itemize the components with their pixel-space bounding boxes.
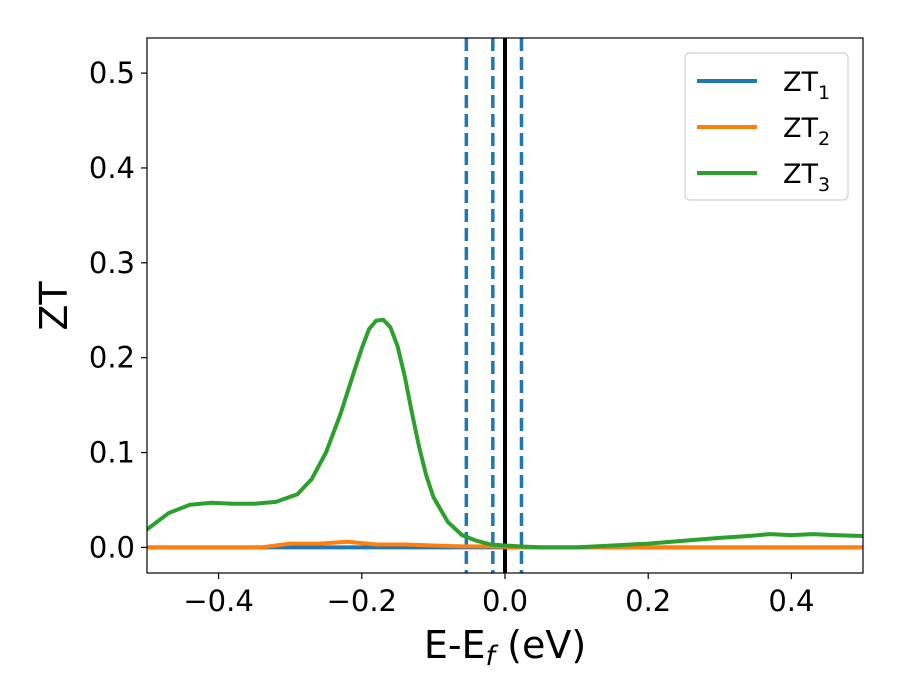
- reference-lines: [464, 38, 524, 573]
- x-tick-label: −0.4: [183, 584, 253, 618]
- x-tick-label: 0.0: [482, 584, 528, 618]
- series-lines: [147, 317, 863, 550]
- legend-box: [684, 52, 849, 201]
- y-tick-label: 0.1: [89, 436, 135, 470]
- legend-label-zt3: ZT3: [783, 159, 830, 196]
- y-axis-label: ZT: [32, 281, 76, 331]
- x-axis-ticks: −0.4 −0.2 0.0 0.2 0.4: [183, 573, 814, 618]
- y-tick-label: 0.4: [89, 151, 135, 185]
- x-axis-label: E-Ef (eV): [424, 623, 586, 672]
- series-line-zt3: [147, 317, 863, 550]
- x-tick-label: 0.2: [625, 584, 671, 618]
- y-axis-ticks: 0.0 0.1 0.2 0.3 0.4 0.5: [89, 56, 147, 564]
- y-tick-label: 0.3: [89, 246, 135, 280]
- y-tick-label: 0.2: [89, 341, 135, 375]
- series-line-zt2: [147, 539, 863, 550]
- legend-label-zt1: ZT1: [783, 67, 830, 104]
- y-tick-label: 0.5: [89, 56, 135, 90]
- x-tick-label: 0.4: [768, 584, 814, 618]
- x-axis-label-unit: (eV): [495, 623, 586, 667]
- x-tick-label: −0.2: [327, 584, 397, 618]
- legend: ZT1 ZT2 ZT3: [684, 52, 849, 201]
- legend-label-zt2: ZT2: [783, 113, 830, 150]
- y-tick-label: 0.0: [89, 530, 135, 564]
